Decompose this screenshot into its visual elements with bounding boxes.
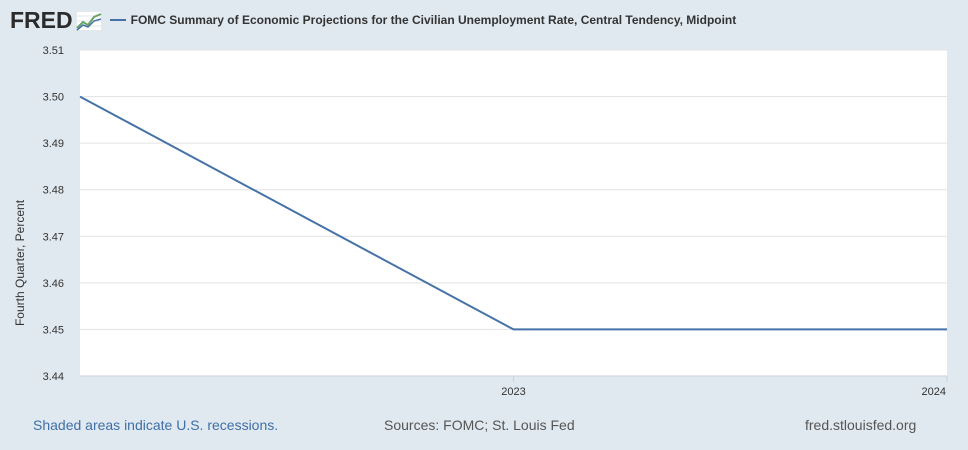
y-axis-title: Fourth Quarter, Percent bbox=[13, 199, 27, 326]
grid-lines bbox=[80, 49, 947, 377]
chart-header: FRED FOMC Summary of Economic Projection… bbox=[10, 6, 736, 34]
recession-note-link[interactable]: Shaded areas indicate U.S. recessions. bbox=[33, 417, 279, 433]
chart-area: 3.443.453.463.473.483.493.503.51 2023 202… bbox=[13, 45, 948, 398]
site-link[interactable]: fred.stlouisfed.org bbox=[805, 417, 917, 433]
legend-series-label: FOMC Summary of Economic Projections for… bbox=[130, 13, 737, 27]
fred-logo-graph-icon bbox=[75, 11, 102, 31]
series-layer bbox=[79, 95, 947, 331]
sources-text: Sources: FOMC; St. Louis Fed bbox=[384, 417, 575, 433]
plot-background bbox=[80, 50, 947, 376]
legend: FOMC Summary of Economic Projections for… bbox=[109, 13, 737, 27]
y-tick-label: 3.45 bbox=[43, 324, 64, 336]
y-tick-label: 3.47 bbox=[43, 231, 64, 243]
y-tick-label: 3.50 bbox=[43, 92, 64, 104]
legend-swatch bbox=[109, 19, 126, 21]
y-tick-label: 3.49 bbox=[43, 138, 64, 150]
x-tick-label: 2023 bbox=[501, 386, 525, 398]
fred-logo[interactable]: FRED bbox=[10, 6, 73, 33]
x-tick-label: 2024 bbox=[922, 386, 946, 398]
x-axis-ticks: 2023 2024 bbox=[501, 376, 948, 398]
y-tick-label: 3.51 bbox=[43, 45, 64, 57]
y-tick-label: 3.48 bbox=[43, 185, 64, 197]
y-tick-label: 3.46 bbox=[43, 278, 64, 290]
y-tick-label: 3.44 bbox=[43, 371, 64, 383]
y-axis-ticks: 3.44 3.45 3.46 3.47 3.48 3.49 3.50 3.51 bbox=[43, 45, 64, 383]
series-line[interactable] bbox=[79, 95, 947, 331]
